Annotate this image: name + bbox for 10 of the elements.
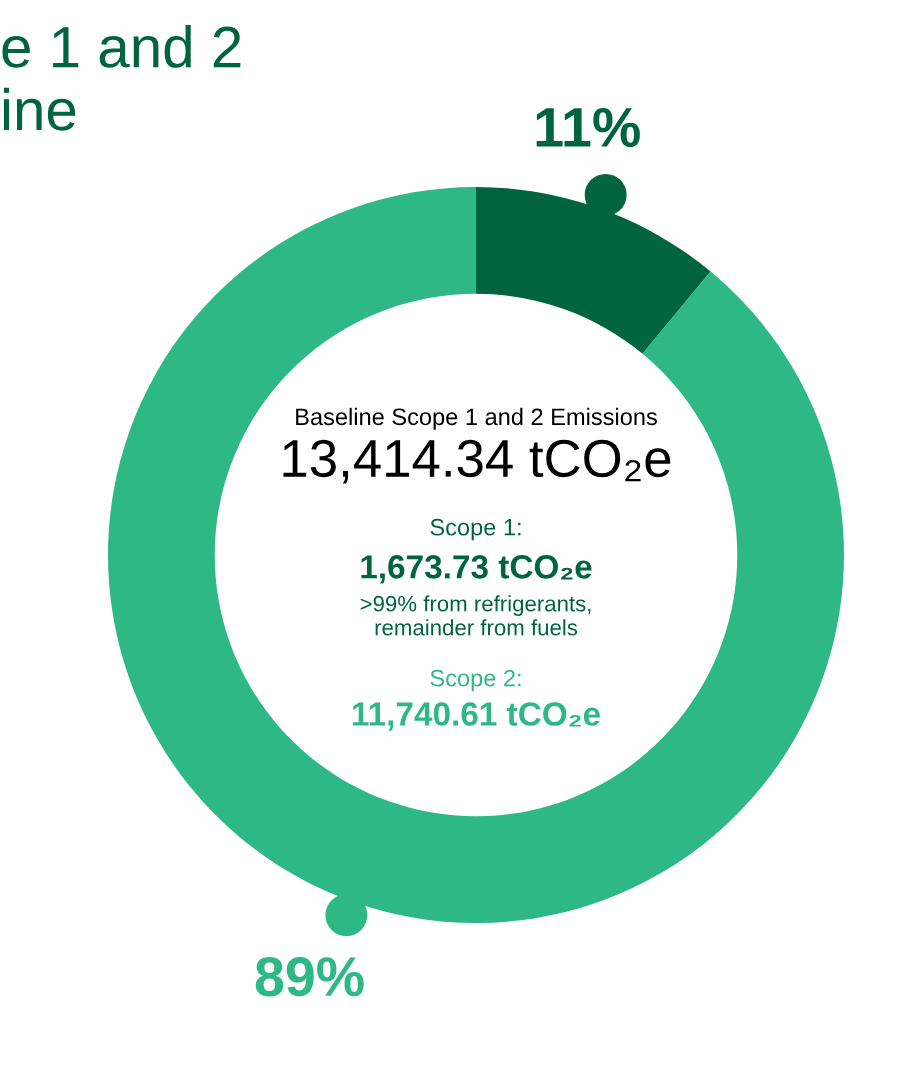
text: 1,673.73 tCO₂e [361, 555, 592, 584]
chart-title: e 1 and 2 ine [2, 25, 241, 131]
text: 13,414.34 tCO₂e [283, 439, 671, 484]
text: >99% from refrigerants, remainder from fuels [360, 595, 591, 636]
text: Scope 1: [430, 518, 521, 541]
data-label: 89% [255, 957, 364, 997]
text: Baseline Scope 1 and 2 Emissions [296, 407, 657, 430]
data-label: 11% [536, 107, 640, 148]
text: 11,740.61 tCO₂e [353, 702, 600, 731]
text: Scope 2: [430, 669, 521, 692]
